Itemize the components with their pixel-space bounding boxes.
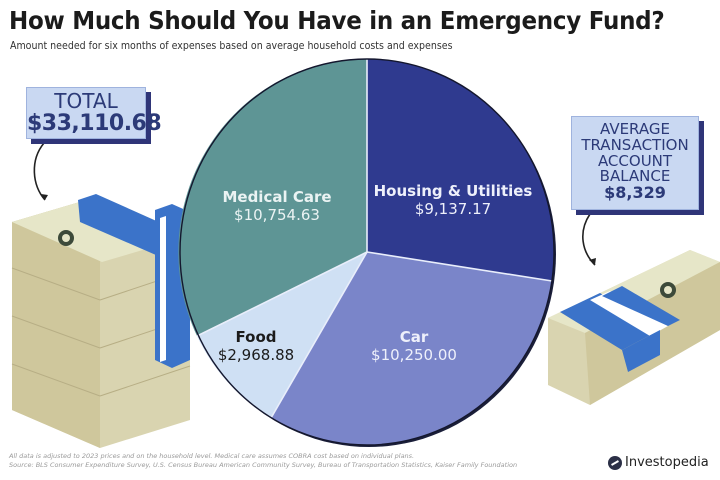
slice-value: $9,137.17 <box>414 200 492 218</box>
page-title: How Much Should You Have in an Emergency… <box>9 6 665 35</box>
footer-source: Source: BLS Consumer Expenditure Survey,… <box>9 461 518 469</box>
average-balance-value: $8,329 <box>604 183 666 202</box>
footer-notes: All data is adjusted to 2023 prices and … <box>9 452 517 470</box>
slice-car[interactable] <box>271 252 552 446</box>
slice-value: $2,968.88 <box>217 346 295 364</box>
slice-name: Housing & Utilities <box>373 182 533 200</box>
pie-chart <box>178 58 556 447</box>
average-balance-line-3: ACCOUNT <box>597 151 673 170</box>
slice-label-car: Car $10,250.00 <box>371 328 457 364</box>
slice-name: Car <box>399 328 429 346</box>
average-balance-line-4: BALANCE <box>599 167 671 186</box>
money-stack-left-icon <box>11 194 191 448</box>
total-value: $33,110.68 <box>27 111 162 136</box>
average-balance-line-2: TRANSACTION <box>581 135 689 154</box>
arrow-icon <box>33 142 46 201</box>
page-subtitle: Amount needed for six months of expenses… <box>10 39 453 52</box>
slice-food[interactable] <box>197 252 367 418</box>
slice-label-food: Food $2,968.88 <box>218 328 294 364</box>
slice-value: $10,250.00 <box>371 346 457 364</box>
slice-value: $10,754.63 <box>234 206 320 224</box>
investopedia-logo-icon <box>608 455 622 470</box>
slice-name: Medical Care <box>222 188 332 206</box>
slice-label-medical-care: Medical Care $10,754.63 <box>222 188 331 224</box>
slice-label-housing-utilities: Housing & Utilities $9,137.17 <box>374 182 533 218</box>
average-balance-line-1: AVERAGE <box>600 120 670 138</box>
arrow-icon <box>582 213 596 266</box>
total-label: TOTAL <box>54 89 118 113</box>
brand-logo: Investopedia <box>608 455 709 470</box>
brand-name: Investopedia <box>625 455 709 470</box>
money-stack-right-icon <box>548 250 720 405</box>
footer-note: All data is adjusted to 2023 prices and … <box>9 452 415 460</box>
slice-name: Food <box>235 328 277 346</box>
slice-housing-utilities[interactable] <box>367 58 555 282</box>
total-callout: TOTAL $33,110.68 <box>26 87 162 139</box>
slice-medical-care[interactable] <box>178 58 367 336</box>
average-balance-callout: AVERAGE TRANSACTION ACCOUNT BALANCE $8,3… <box>571 116 699 210</box>
